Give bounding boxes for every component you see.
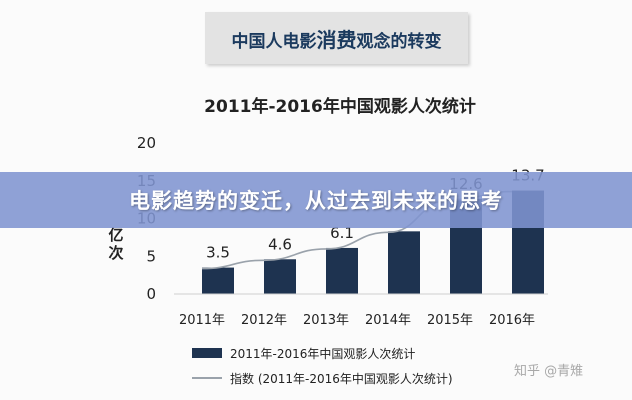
data-label: 3.5: [206, 244, 230, 262]
legend-bar-swatch: [192, 348, 222, 358]
x-tick-label: 2015年: [427, 313, 473, 328]
header-title-part-1: 中国人电影: [231, 31, 317, 52]
y-tick-label: 5: [146, 247, 156, 265]
legend-item-line: 指数 (2011年-2016年中国观影人次统计): [192, 367, 453, 389]
bar-2012年: [264, 259, 296, 294]
bar-2013年: [326, 247, 358, 294]
data-label: 6.1: [330, 224, 354, 242]
chart-title: 2011年-2016年中国观影人次统计: [204, 97, 476, 117]
x-tick-label: 2016年: [489, 313, 535, 328]
bar-2014年: [388, 231, 420, 294]
legend-line-swatch: [192, 377, 222, 379]
header-title: 中国人电影消费观念的转变: [232, 24, 442, 53]
y-tick-label: 0: [146, 285, 156, 303]
y-tick-label: 20: [137, 134, 156, 152]
watermark: 知乎 @青雉: [514, 364, 584, 379]
data-label: 4.6: [268, 235, 292, 253]
x-tick-label: 2013年: [303, 313, 349, 328]
x-tick-label: 2014年: [365, 313, 411, 328]
header-box: 中国人电影消费观念的转变: [205, 12, 468, 64]
legend-item-bar: 2011年-2016年中国观影人次统计: [192, 342, 453, 364]
x-tick-label: 2012年: [241, 313, 287, 328]
y-axis-label: 亿次: [108, 226, 123, 262]
bar-2011年: [202, 267, 234, 294]
article-title: 电影趋势的变迁，从过去到未来的思考: [129, 189, 503, 213]
legend-bar-label: 2011年-2016年中国观影人次统计: [230, 346, 416, 361]
legend-line-label: 指数 (2011年-2016年中国观影人次统计): [230, 371, 453, 386]
chart-legend: 2011年-2016年中国观影人次统计 指数 (2011年-2016年中国观影人…: [192, 342, 453, 392]
x-tick-label: 2011年: [179, 313, 225, 328]
article-title-banner: 电影趋势的变迁，从过去到未来的思考: [0, 172, 632, 228]
y-axis-label-char: 亿: [108, 226, 123, 244]
header-title-emphasis: 消费: [316, 27, 357, 52]
header-title-part-2: 观念的转变: [356, 31, 442, 52]
y-axis-label-char: 次: [108, 244, 123, 262]
